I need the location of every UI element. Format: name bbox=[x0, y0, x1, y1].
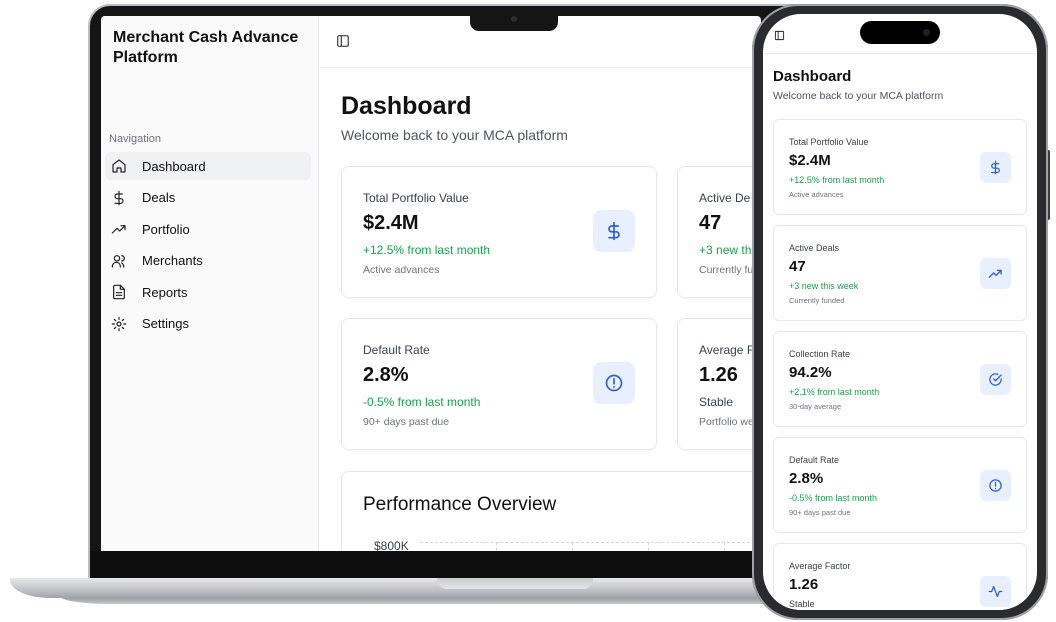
mobile-page-subtitle: Welcome back to your MCA platform bbox=[773, 90, 944, 102]
stat-change: -0.5% from last month bbox=[789, 493, 878, 503]
stat-change: Stable bbox=[789, 599, 815, 609]
home-icon bbox=[111, 158, 127, 174]
trending-up-icon bbox=[980, 258, 1011, 289]
stat-card-default-rate: Default Rate 2.8% -0.5% from last month … bbox=[341, 318, 657, 450]
alert-circle-icon bbox=[593, 362, 635, 404]
page-title: Dashboard bbox=[341, 92, 472, 120]
sidebar-toggle-icon[interactable] bbox=[774, 28, 785, 41]
stat-note: Active advances bbox=[363, 264, 440, 276]
dollar-icon bbox=[980, 152, 1011, 183]
stat-label: Active De bbox=[699, 191, 751, 205]
stat-label: Total Portfolio Value bbox=[789, 137, 869, 147]
dollar-icon bbox=[593, 210, 635, 252]
laptop-base bbox=[10, 578, 870, 598]
stat-card-average-factor: Average F 1.26 Stable Portfolio we bbox=[677, 318, 761, 450]
stat-change: +3 new this week bbox=[789, 281, 859, 291]
stat-label: Active Deals bbox=[789, 243, 840, 253]
sidebar-toggle-icon[interactable] bbox=[336, 34, 350, 48]
sidebar-item-reports[interactable]: Reports bbox=[105, 278, 311, 306]
stat-label: Default Rate bbox=[363, 343, 430, 357]
top-bar bbox=[320, 16, 761, 68]
activity-icon bbox=[980, 576, 1011, 607]
chart-gridline bbox=[648, 542, 649, 551]
stat-value: 47 bbox=[789, 258, 806, 275]
nav-heading: Navigation bbox=[109, 133, 161, 145]
app-title: Merchant Cash Advance Platform bbox=[113, 29, 299, 66]
dynamic-island bbox=[860, 21, 940, 44]
stat-label: Total Portfolio Value bbox=[363, 191, 469, 205]
laptop-camera-notch bbox=[470, 10, 558, 31]
laptop-base-shadow bbox=[60, 596, 820, 604]
stat-value: 94.2% bbox=[789, 364, 832, 381]
mobile-stat-card-collection-rate: Collection Rate 94.2% +2.1% from last mo… bbox=[773, 331, 1027, 427]
stat-value: 1.26 bbox=[789, 576, 819, 593]
page-subtitle: Welcome back to your MCA platform bbox=[341, 127, 568, 143]
stat-card-total-portfolio: Total Portfolio Value $2.4M +12.5% from … bbox=[341, 166, 657, 298]
stat-note: 30-day average bbox=[789, 402, 842, 411]
stat-change: +12.5% from last month bbox=[363, 243, 491, 257]
stat-value: $2.4M bbox=[363, 212, 419, 234]
mobile-stat-card-active-deals: Active Deals 47 +3 new this week Current… bbox=[773, 225, 1027, 321]
mobile-page-title: Dashboard bbox=[773, 68, 852, 85]
alert-circle-icon bbox=[980, 470, 1011, 501]
sidebar-item-label: Portfolio bbox=[142, 221, 190, 237]
stat-note: Currently funded bbox=[789, 296, 845, 305]
phone-screen: Dashboard Welcome back to your MCA platf… bbox=[763, 14, 1037, 610]
stat-change: Stable bbox=[699, 395, 734, 409]
stat-change: +12.5% from last month bbox=[789, 175, 885, 185]
mobile-top-bar bbox=[763, 14, 1037, 54]
laptop-screen: Merchant Cash Advance Platform Navigatio… bbox=[101, 16, 761, 551]
sidebar-item-settings[interactable]: Settings bbox=[105, 310, 311, 338]
stat-value: 47 bbox=[699, 212, 722, 234]
sidebar-item-label: Reports bbox=[142, 284, 188, 300]
main-content: Dashboard Welcome back to your MCA platf… bbox=[320, 16, 761, 551]
gear-icon bbox=[111, 316, 127, 332]
users-icon bbox=[111, 253, 127, 269]
stat-label: Collection Rate bbox=[789, 349, 851, 359]
laptop-bezel-bottom bbox=[90, 551, 846, 579]
sidebar-item-label: Merchants bbox=[142, 253, 203, 268]
mobile-stat-card-average-factor: Average Factor 1.26 Stable bbox=[773, 543, 1027, 610]
stat-note: Active advances bbox=[789, 190, 844, 199]
stat-note: Portfolio we bbox=[699, 416, 754, 428]
stat-note: 90+ days past due bbox=[789, 508, 851, 517]
stat-value: 2.8% bbox=[363, 364, 409, 386]
sidebar-item-merchants[interactable]: Merchants bbox=[105, 247, 311, 275]
chart-gridline bbox=[724, 542, 725, 551]
stat-label: Average F bbox=[699, 343, 755, 357]
performance-overview-card: Performance Overview $800K bbox=[341, 471, 761, 551]
sidebar: Merchant Cash Advance Platform Navigatio… bbox=[101, 16, 319, 551]
phone-side-button bbox=[1046, 150, 1050, 220]
stat-value: 2.8% bbox=[789, 470, 824, 487]
stat-change: +2.1% from last month bbox=[789, 387, 880, 397]
stat-label: Average Factor bbox=[789, 561, 851, 571]
dollar-icon bbox=[111, 190, 127, 206]
sidebar-item-label: Dashboard bbox=[142, 158, 206, 174]
stat-note: Currently fu bbox=[699, 264, 754, 276]
chart-gridline bbox=[420, 542, 760, 543]
stat-note: 90+ days past due bbox=[363, 416, 450, 428]
mobile-stat-card-default-rate: Default Rate 2.8% -0.5% from last month … bbox=[773, 437, 1027, 533]
stat-value: 1.26 bbox=[699, 364, 738, 386]
chart-gridline bbox=[572, 542, 573, 551]
sidebar-item-deals[interactable]: Deals bbox=[105, 184, 311, 212]
sidebar-item-label: Settings bbox=[142, 316, 189, 331]
performance-title: Performance Overview bbox=[363, 494, 557, 515]
chart-gridline bbox=[496, 542, 497, 551]
stat-value: $2.4M bbox=[789, 152, 831, 169]
trending-up-icon bbox=[111, 221, 127, 237]
sidebar-nav: Dashboard Deals Portfolio Merchants bbox=[105, 152, 311, 341]
mobile-stat-card-total-portfolio: Total Portfolio Value $2.4M +12.5% from … bbox=[773, 119, 1027, 215]
sidebar-item-portfolio[interactable]: Portfolio bbox=[105, 215, 311, 243]
stat-change: -0.5% from last month bbox=[363, 395, 481, 409]
laptop-opening-groove bbox=[437, 578, 593, 589]
sidebar-item-dashboard[interactable]: Dashboard bbox=[105, 152, 311, 180]
file-text-icon bbox=[111, 284, 127, 300]
stat-card-active-deals: Active De 47 +3 new th Currently fu bbox=[677, 166, 761, 298]
y-axis-tick: $800K bbox=[374, 539, 409, 551]
stat-label: Default Rate bbox=[789, 455, 840, 465]
check-circle-icon bbox=[980, 364, 1011, 395]
sidebar-item-label: Deals bbox=[142, 190, 176, 205]
stat-change: +3 new th bbox=[699, 243, 752, 257]
